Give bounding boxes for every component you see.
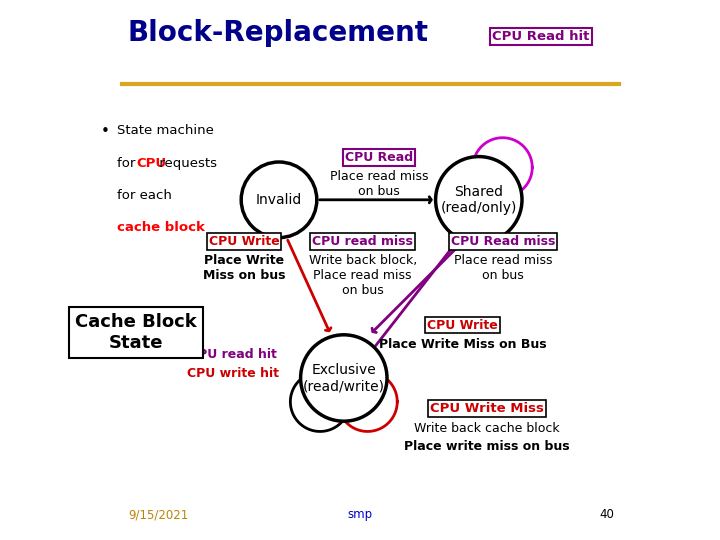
Text: Place read miss
on bus: Place read miss on bus <box>454 254 552 282</box>
Text: CPU write hit: CPU write hit <box>187 367 279 380</box>
Text: smp: smp <box>348 508 372 522</box>
Text: Write back block,
Place read miss
on bus: Write back block, Place read miss on bus <box>309 254 417 297</box>
Text: CPU read hit: CPU read hit <box>189 348 277 361</box>
Text: for: for <box>117 157 140 170</box>
Text: 40: 40 <box>599 508 613 522</box>
Circle shape <box>241 162 317 238</box>
Text: CPU Write: CPU Write <box>427 319 498 332</box>
Text: Place Write Miss on Bus: Place Write Miss on Bus <box>379 338 546 350</box>
Text: Invalid: Invalid <box>256 193 302 207</box>
Text: •: • <box>101 124 109 139</box>
Text: Place read miss
on bus: Place read miss on bus <box>330 170 428 198</box>
Text: cache block: cache block <box>117 221 205 234</box>
Text: requests: requests <box>155 157 217 170</box>
Text: CPU read miss: CPU read miss <box>312 235 413 248</box>
Text: Block-Replacement: Block-Replacement <box>128 19 429 47</box>
Text: CPU: CPU <box>136 157 166 170</box>
Text: CPU Read hit: CPU Read hit <box>492 30 590 43</box>
Text: CPU Read miss: CPU Read miss <box>451 235 555 248</box>
Text: Write back cache block: Write back cache block <box>414 422 559 435</box>
Text: for each: for each <box>117 189 172 202</box>
Text: CPU Write: CPU Write <box>209 235 279 248</box>
Text: State machine: State machine <box>117 124 214 137</box>
Text: 9/15/2021: 9/15/2021 <box>128 508 188 522</box>
Text: Shared
(read/only): Shared (read/only) <box>441 185 517 215</box>
Circle shape <box>436 157 522 243</box>
Text: Exclusive
(read/write): Exclusive (read/write) <box>303 363 384 393</box>
Text: CPU Read: CPU Read <box>345 151 413 164</box>
Text: CPU Write Miss: CPU Write Miss <box>430 402 544 415</box>
Text: Cache Block
State: Cache Block State <box>75 313 197 352</box>
Text: Place Write
Miss on bus: Place Write Miss on bus <box>202 254 285 282</box>
Circle shape <box>301 335 387 421</box>
Text: Place write miss on bus: Place write miss on bus <box>404 440 570 453</box>
